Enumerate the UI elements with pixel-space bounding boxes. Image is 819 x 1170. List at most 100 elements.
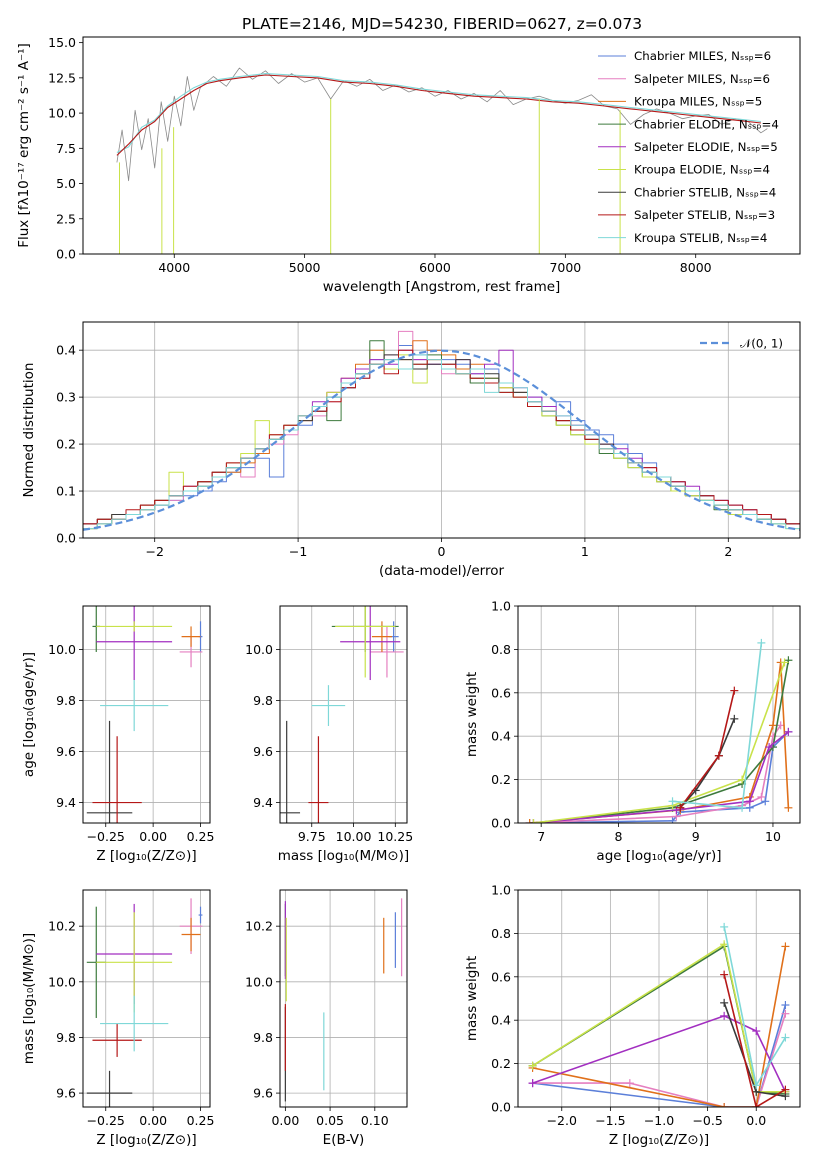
- y-tick-label: 0.4: [491, 1013, 511, 1028]
- normal-curve: [83, 349, 800, 531]
- y-tick-label: 9.8: [253, 1030, 273, 1045]
- y-tick-label: 1.0: [491, 883, 511, 898]
- x-tick-label: 10: [765, 829, 781, 844]
- panel-spectrum: Chabrier MILES, Nₛₛₚ=6 Salpeter MILES, Nₛ…: [16, 35, 801, 295]
- x-tick-label: 9: [692, 829, 700, 844]
- y-axis-label: Flux [fλ10⁻¹⁷ erg cm⁻² s⁻¹ A⁻¹]: [16, 43, 32, 248]
- legend-label: Kroupa STELIB, Nₛₛₚ=4: [634, 231, 767, 245]
- axes-frame: [82, 605, 211, 824]
- y-tick-label: 0.2: [491, 1056, 511, 1071]
- plot-area: [86, 898, 203, 1107]
- x-tick-label: 0.05: [316, 1113, 344, 1128]
- y-tick-label: 9.8: [56, 1030, 76, 1045]
- x-tick-label: 1: [581, 544, 589, 559]
- y-tick-label: 9.4: [56, 795, 76, 810]
- legend-label: Chabrier MILES, Nₛₛₚ=6: [634, 49, 771, 63]
- x-tick-label: 9.75: [298, 829, 326, 844]
- y-tick-label: 9.6: [253, 1086, 273, 1101]
- y-axis-label: mass [log₁₀(M/M⊙)]: [21, 933, 37, 1064]
- spectrum-line-kroupa-stelib: [116, 73, 761, 153]
- y-tick-label: 0.6: [491, 969, 511, 984]
- x-tick-label: 8000: [680, 260, 712, 275]
- x-axis-label: wavelength [Angstrom, rest frame]: [323, 279, 561, 295]
- x-axis-label: Z [log₁₀(Z/Z⊙)]: [96, 1132, 196, 1148]
- panel-age-vs-Z: −0.25 0.00 0.25 9.4 9.6 9.8 10.0 Z [log₁₀(Z/Z⊙)…: [21, 605, 215, 864]
- legend-label: Chabrier STELIB, Nₛₛₚ=4: [634, 185, 776, 199]
- plot-area: [525, 638, 793, 823]
- y-tick-label: 0.2: [491, 772, 511, 787]
- y-axis-label: age [log₁₀(age/yr)]: [21, 652, 37, 777]
- y-tick-label: 10.0: [245, 974, 273, 989]
- plot-area: [116, 67, 768, 254]
- x-tick-label: 6000: [419, 260, 451, 275]
- panel-massweight-vs-Z: −2.0 −1.5 −1.0 −0.5 0.0 0.0 0.2 0.4 0.6 0.8 1.0 Z […: [464, 883, 801, 1148]
- y-tick-label: 9.6: [56, 744, 76, 759]
- massweight-line-chabrier-stelib: [679, 718, 736, 809]
- x-tick-label: −1: [289, 544, 307, 559]
- y-tick-label: 0.4: [56, 343, 76, 358]
- x-tick-label: 0.00: [139, 829, 167, 844]
- y-tick-label: 9.6: [253, 744, 273, 759]
- massweight-line-kroupa-elodie: [533, 662, 786, 823]
- massweight-line-salpeter-stelib: [679, 690, 736, 809]
- panel-age-vs-mass: 9.75 10.00 10.25 9.4 9.6 9.8 10.0 mass [log₁₀(M…: [245, 605, 413, 864]
- y-tick-label: 0.0: [56, 247, 76, 262]
- y-tick-label: 10.0: [245, 642, 273, 657]
- axes-frame: [279, 605, 408, 824]
- plot-area: [86, 606, 203, 823]
- x-tick-label: 5000: [289, 260, 321, 275]
- y-tick-label: 10.2: [245, 919, 273, 934]
- plot-area: [528, 922, 790, 1107]
- x-tick-label: 8: [614, 829, 622, 844]
- y-tick-label: 0.0: [491, 816, 511, 831]
- histogram-step-kroupa-stelib: [83, 354, 800, 530]
- x-tick-label: 7000: [549, 260, 581, 275]
- y-axis-label: mass weight: [464, 956, 480, 1041]
- plot-area: [280, 606, 404, 823]
- y-tick-label: 0.8: [491, 926, 511, 941]
- y-tick-label: 9.8: [253, 693, 273, 708]
- x-tick-label: −1.5: [595, 1113, 625, 1128]
- y-tick-label: 0.6: [491, 685, 511, 700]
- y-axis-label: mass weight: [464, 672, 480, 757]
- y-tick-label: 10.0: [48, 974, 76, 989]
- y-tick-label: 12.5: [48, 70, 76, 85]
- axes-frame: [82, 889, 211, 1108]
- massweight-line-salpeter-miles: [532, 1013, 787, 1107]
- x-axis-label: (data-model)/error: [379, 563, 505, 579]
- y-tick-label: 0.3: [56, 390, 76, 405]
- x-tick-label: 0.10: [361, 1113, 389, 1128]
- y-tick-label: 0.1: [56, 484, 76, 499]
- y-tick-label: 9.4: [253, 795, 273, 810]
- massweight-line-kroupa-stelib: [723, 926, 787, 1087]
- x-tick-label: 4000: [158, 260, 190, 275]
- legend-label: 𝒩(0, 1): [740, 337, 783, 351]
- massweight-line-chabrier-miles: [532, 1004, 787, 1107]
- x-tick-label: 0.25: [187, 829, 215, 844]
- panel-mass-vs-EBV: 0.00 0.05 0.10 9.6 9.8 10.0 10.2 E(B-V): [245, 889, 408, 1148]
- plot-area: [83, 330, 800, 531]
- y-tick-label: 9.6: [56, 1086, 76, 1101]
- y-tick-label: 0.0: [491, 1100, 511, 1115]
- spectrum-line-data: [116, 67, 768, 182]
- x-tick-label: −1.0: [644, 1113, 674, 1128]
- x-tick-label: −0.25: [87, 1113, 125, 1128]
- legend-label: Salpeter MILES, Nₛₛₚ=6: [634, 72, 770, 86]
- x-axis-label: Z [log₁₀(Z/Z⊙)]: [609, 1132, 709, 1148]
- y-tick-label: 0.0: [56, 531, 76, 546]
- y-tick-label: 0.2: [56, 437, 76, 452]
- y-tick-label: 0.8: [491, 642, 511, 657]
- y-axis-label: Normed distribution: [21, 363, 37, 498]
- x-tick-label: 0.00: [139, 1113, 167, 1128]
- y-tick-label: 0.4: [491, 729, 511, 744]
- x-axis-label: age [log₁₀(age/yr)]: [596, 848, 721, 864]
- x-tick-label: −2: [145, 544, 163, 559]
- x-tick-label: 2: [724, 544, 732, 559]
- massweight-line-salpeter-stelib: [723, 974, 786, 1107]
- y-tick-label: 7.5: [56, 141, 76, 156]
- x-tick-label: 0.00: [271, 1113, 299, 1128]
- y-tick-label: 1.0: [491, 599, 511, 614]
- x-tick-label: 10.25: [377, 829, 413, 844]
- plot-area: [284, 898, 403, 1102]
- massweight-line-kroupa-stelib: [672, 642, 763, 809]
